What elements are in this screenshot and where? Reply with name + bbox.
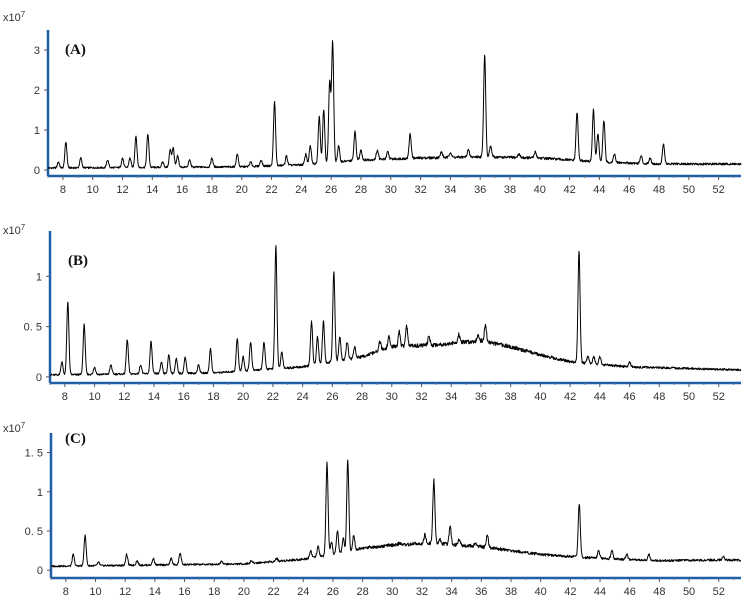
x-tick-label: 16 <box>176 184 188 196</box>
chromatogram-trace-b <box>49 245 742 377</box>
x-tick-label: 38 <box>505 391 517 403</box>
panel-label-c: (C) <box>65 431 86 447</box>
x-tick-label: 26 <box>327 586 339 598</box>
x-tick-label: 34 <box>446 586 458 598</box>
scale-label-b: x107 <box>3 223 25 237</box>
x-tick-label: 42 <box>564 586 576 598</box>
x-tick-label: 22 <box>267 391 279 403</box>
x-tick-label: 18 <box>206 184 218 196</box>
x-tick-label: 38 <box>504 184 516 196</box>
x-tick-label: 36 <box>474 184 486 196</box>
y-tick-label: 0. 5 <box>24 322 42 334</box>
scale-base-b: x10 <box>3 225 21 237</box>
x-tick-label: 18 <box>207 391 219 403</box>
x-tick-label: 28 <box>356 391 368 403</box>
x-tick-label: 20 <box>236 184 248 196</box>
y-tick-label: 0. 5 <box>25 526 43 538</box>
x-tick-label: 42 <box>563 184 575 196</box>
x-tick-label: 18 <box>208 586 220 598</box>
x-tick-label: 34 <box>444 184 456 196</box>
x-tick-label: 32 <box>415 391 427 403</box>
x-tick-label: 44 <box>593 184 605 196</box>
x-tick-label: 28 <box>355 184 367 196</box>
y-tick-label: 1 <box>37 487 43 499</box>
x-tick-label: 24 <box>297 586 309 598</box>
x-tick-label: 46 <box>624 586 636 598</box>
x-tick-label: 10 <box>88 391 100 403</box>
y-tick-label: 3 <box>34 45 40 57</box>
y-tick-label: 1 <box>36 271 42 283</box>
x-tick-label: 24 <box>296 391 308 403</box>
x-tick-label: 30 <box>386 586 398 598</box>
x-tick-label: 46 <box>623 391 635 403</box>
x-tick-label: 52 <box>713 391 725 403</box>
scale-label-c: x107 <box>3 421 25 435</box>
x-tick-label: 44 <box>594 391 606 403</box>
x-tick-label: 44 <box>594 586 606 598</box>
panel-label-b: (B) <box>68 253 88 269</box>
x-tick-label: 16 <box>178 586 190 598</box>
x-tick-label: 8 <box>63 586 69 598</box>
x-tick-label: 8 <box>60 184 66 196</box>
x-tick-label: 36 <box>475 586 487 598</box>
x-tick-label: 20 <box>238 586 250 598</box>
scale-base-c: x10 <box>3 423 21 435</box>
x-tick-label: 46 <box>623 184 635 196</box>
x-tick-label: 8 <box>62 391 68 403</box>
x-tick-label: 32 <box>416 586 428 598</box>
x-tick-label: 24 <box>295 184 307 196</box>
x-tick-label: 28 <box>356 586 368 598</box>
x-tick-label: 50 <box>683 586 695 598</box>
y-tick-label: 2 <box>34 85 40 97</box>
y-tick-label: 0 <box>36 372 42 384</box>
x-tick-label: 52 <box>713 184 725 196</box>
y-tick-label: 1. 5 <box>25 448 43 460</box>
x-tick-label: 40 <box>535 586 547 598</box>
scale-exponent-b: 7 <box>20 223 26 232</box>
x-tick-label: 30 <box>385 184 397 196</box>
x-tick-label: 14 <box>146 184 158 196</box>
chromatogram-trace-a <box>47 40 742 170</box>
x-tick-label: 40 <box>534 184 546 196</box>
x-tick-label: 42 <box>564 391 576 403</box>
x-tick-label: 10 <box>89 586 101 598</box>
panel-label-a: (A) <box>65 42 86 58</box>
x-tick-label: 48 <box>653 391 665 403</box>
x-tick-label: 20 <box>237 391 249 403</box>
x-tick-label: 12 <box>116 184 128 196</box>
x-tick-label: 32 <box>414 184 426 196</box>
x-tick-label: 26 <box>326 391 338 403</box>
x-tick-label: 22 <box>265 184 277 196</box>
x-tick-label: 50 <box>683 184 695 196</box>
x-tick-label: 36 <box>475 391 487 403</box>
x-tick-label: 14 <box>148 391 160 403</box>
x-tick-label: 34 <box>445 391 457 403</box>
chromatogram-panel-c: 8 10 12 14 16 18 20 22 24 26 28 30 32 34 36 38 40 42 44 46 4… <box>25 431 742 598</box>
x-tick-label: 22 <box>267 586 279 598</box>
x-tick-label: 52 <box>713 586 725 598</box>
y-tick-label: 0 <box>37 565 43 577</box>
x-tick-label: 30 <box>386 391 398 403</box>
x-tick-label: 14 <box>149 586 161 598</box>
x-tick-label: 48 <box>653 586 665 598</box>
x-tick-label: 40 <box>534 391 546 403</box>
chromatogram-panel-b: 8 10 12 14 16 18 20 22 24 26 28 30 32 34 36 38 40 42 44 46 4… <box>24 231 742 403</box>
x-tick-label: 12 <box>119 586 131 598</box>
x-tick-label: 48 <box>653 184 665 196</box>
x-tick-label: 50 <box>683 391 695 403</box>
y-tick-label: 1 <box>34 125 40 137</box>
x-tick-label: 26 <box>325 184 337 196</box>
x-tick-label: 10 <box>87 184 99 196</box>
scale-exponent-c: 7 <box>20 421 26 430</box>
chromatogram-trace-c <box>50 459 742 568</box>
scale-base-a: x10 <box>3 12 21 24</box>
chromatogram-panel-a: 8 10 12 14 16 18 20 22 24 26 28 30 32 34 36 38 40 42 44 46 4… <box>34 30 742 196</box>
x-tick-label: 16 <box>178 391 190 403</box>
scale-exponent-a: 7 <box>20 10 26 19</box>
x-tick-label: 12 <box>118 391 130 403</box>
scale-label-a: x107 <box>3 10 25 24</box>
x-tick-label: 38 <box>505 586 517 598</box>
y-tick-label: 0 <box>34 165 40 177</box>
